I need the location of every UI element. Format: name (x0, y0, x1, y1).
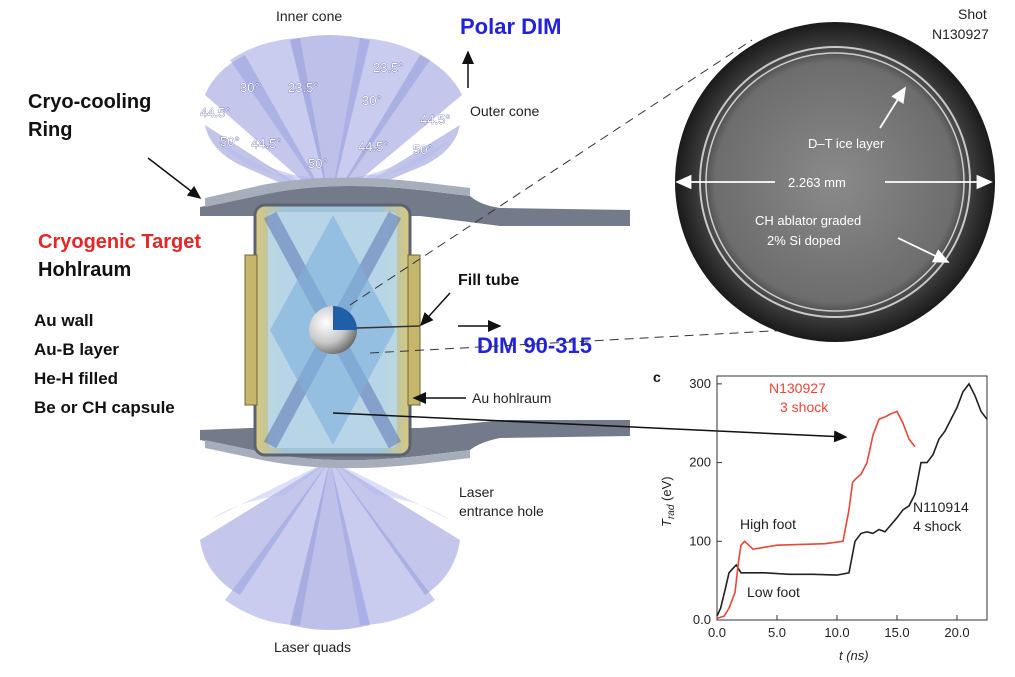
ablator-label-line1: CH ablator graded (755, 213, 861, 228)
au-hohlraum-label: Au hohlraum (472, 390, 551, 406)
panel-label: c (653, 369, 661, 385)
dim-90-315-label: DIM 90-315 (477, 333, 592, 358)
shot-label-line1: Shot (958, 6, 987, 22)
y-tick-label: 300 (689, 376, 711, 391)
composition-item: Au wall (34, 311, 94, 330)
diameter-label: 2.263 mm (788, 175, 846, 190)
x-axis-label: t (ns) (839, 648, 869, 663)
ablator-label-line2: 2% Si doped (767, 233, 841, 248)
y-tick-label: 0.0 (693, 612, 711, 627)
red-series-label-line1: N130927 (769, 380, 826, 396)
angle-label: 44.5° (200, 105, 231, 120)
zoom-leader-bottom (369, 329, 791, 354)
low-foot-label: Low foot (747, 584, 800, 600)
y-axis-label: Trad (eV) (659, 476, 677, 527)
angle-label: 30° (362, 93, 382, 108)
angle-label: 44.5° (251, 136, 282, 151)
leh-label-line2: entrance hole (459, 503, 544, 519)
hohlraum (244, 203, 421, 457)
x-tick-label: 10.0 (824, 625, 849, 640)
x-tick-label: 5.0 (768, 625, 786, 640)
fill-tube-label: Fill tube (458, 272, 519, 289)
y-tick-label: 100 (689, 533, 711, 548)
composition-item: Au-B layer (34, 340, 119, 359)
y-tick-label: 200 (689, 455, 711, 470)
x-tick-label: 15.0 (884, 625, 909, 640)
series-line-n130927 (716, 410, 916, 620)
polar-dim-label: Polar DIM (460, 14, 561, 39)
black-series-label-line1: N110914 (913, 499, 969, 515)
capsule-cutaway (333, 306, 357, 330)
connector-arrow (332, 412, 848, 443)
cryo-cooling-label: Cryo-cooling (28, 91, 151, 113)
trad-chart: c 0.0 5.0 10.0 15.0 20.0 0.0 100 200 300 Trad (e… (653, 369, 988, 663)
angle-label: 50° (308, 156, 328, 171)
lower-laser-cones (200, 460, 460, 630)
fill-tube (356, 325, 421, 329)
laser-quads-label: Laser quads (274, 639, 351, 655)
angle-label: 23.5° (288, 80, 319, 95)
angle-label: 30° (240, 80, 260, 95)
x-tick-label: 0.0 (708, 625, 726, 640)
ice-layer-arrow (879, 86, 906, 129)
angle-label: 44.5° (358, 139, 389, 154)
angle-label: 44.5° (420, 112, 451, 127)
leh-label-line1: Laser (459, 484, 494, 500)
outer-cone-label: Outer cone (470, 103, 539, 119)
zoom-leader-top (349, 39, 753, 306)
plot-frame (716, 375, 988, 621)
angle-label: 50° (220, 134, 240, 149)
ablator-arrow (897, 237, 950, 263)
black-series-label-line2: 4 shock (913, 518, 962, 534)
composition-item: He-H filled (34, 369, 118, 388)
fill-tube-pointer (419, 292, 451, 327)
red-series-label-line2: 3 shock (780, 399, 829, 415)
x-tick-label: 20.0 (944, 625, 969, 640)
high-foot-label: High foot (740, 516, 796, 532)
ice-layer-label: D–T ice layer (808, 136, 885, 151)
angle-label: 50° (413, 142, 433, 157)
cryogenic-target-label: Cryogenic Target (38, 231, 201, 253)
angle-label: 23.5° (373, 60, 404, 75)
inner-cone-label: Inner cone (276, 8, 342, 24)
series-line-n110914 (716, 382, 988, 617)
ring-label: Ring (28, 119, 72, 141)
composition-item: Be or CH capsule (34, 398, 175, 417)
hohlraum-label: Hohlraum (38, 259, 131, 281)
shot-label-line2: N130927 (932, 26, 989, 42)
cryo-ring-pointer (147, 157, 202, 199)
angle-labels: 30° 23.5° 23.5° 30° 44.5° 44.5° 50° 44.5… (200, 60, 451, 172)
upper-laser-cones (205, 35, 462, 205)
